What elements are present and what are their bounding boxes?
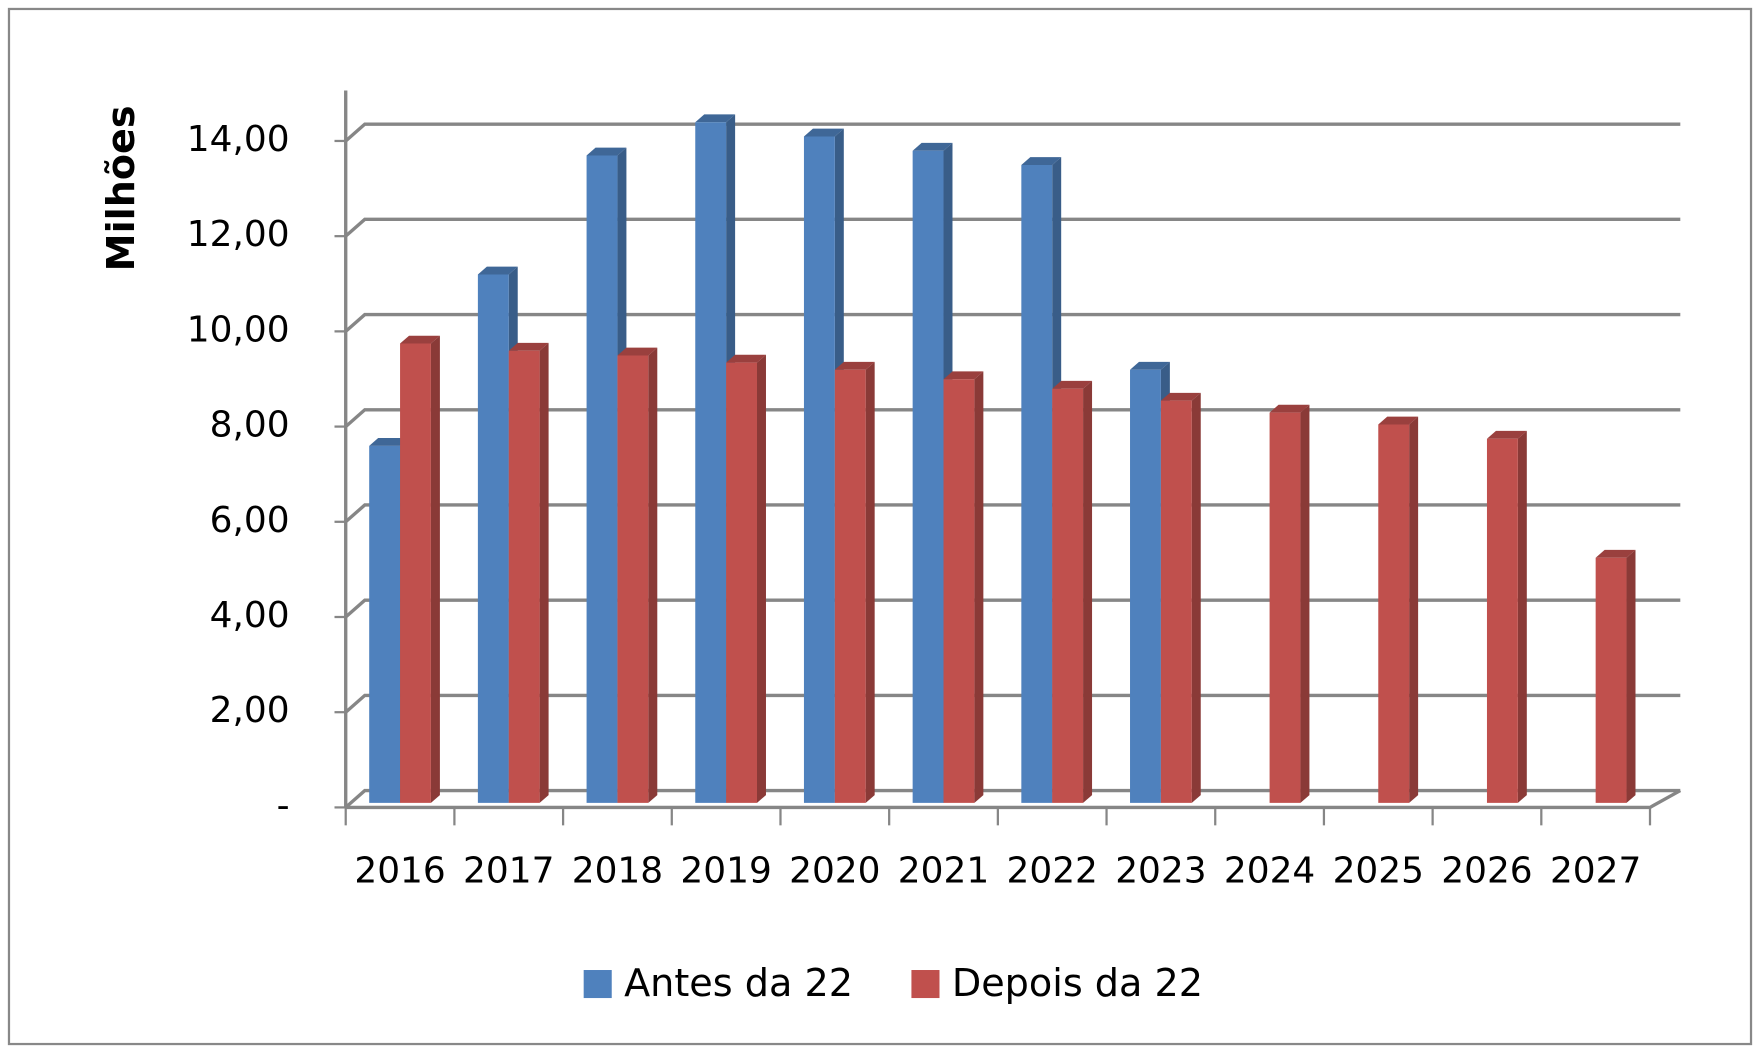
x-tick-label: 2026	[1441, 850, 1532, 891]
bar-top	[400, 335, 440, 344]
grid-line	[344, 312, 1681, 333]
bar-side	[539, 342, 549, 803]
bar-front	[369, 445, 401, 803]
legend-swatch	[911, 970, 940, 999]
bar-top	[943, 371, 984, 380]
bar-front	[1160, 400, 1192, 803]
bar-front	[943, 379, 975, 803]
bar-top	[1021, 157, 1062, 166]
bar-front	[1595, 557, 1627, 803]
x-tick-label: 2019	[680, 850, 771, 891]
bar-front	[1130, 369, 1161, 803]
x-tick-label: 2021	[898, 850, 989, 891]
bar-front	[508, 350, 540, 803]
bar-top	[586, 147, 627, 156]
bar-side	[1300, 404, 1310, 803]
x-tick-label: 2016	[354, 850, 445, 891]
chart-border	[7, 7, 1753, 1046]
x-tick-label: 2020	[789, 850, 880, 891]
bar-side	[1191, 392, 1201, 803]
bar-side	[974, 371, 984, 803]
x-tick-label: 2024	[1224, 850, 1315, 891]
grid-line	[344, 693, 1681, 714]
grid-line	[344, 598, 1681, 619]
y-tick-label: 8,00	[210, 405, 290, 446]
bar-top	[1130, 361, 1170, 370]
bar-front	[586, 155, 618, 803]
bar-top	[617, 347, 658, 356]
bar	[1052, 380, 1093, 803]
bar-side	[1517, 430, 1527, 803]
y-tick-label: 10,00	[187, 309, 290, 350]
bar-side	[648, 347, 658, 803]
x-tick-label: 2027	[1550, 850, 1641, 891]
bar-side	[1626, 549, 1636, 803]
bar-side	[1083, 380, 1093, 803]
y-tick-label: -	[277, 785, 290, 826]
x-tick-label: 2017	[463, 850, 554, 891]
bar-top	[1595, 549, 1636, 558]
bar	[400, 335, 440, 803]
bar-top	[1269, 404, 1310, 413]
grid-line	[344, 122, 1681, 143]
bar-front	[695, 122, 727, 803]
bar-side	[756, 354, 766, 803]
bar	[508, 342, 549, 803]
bar-front	[1486, 438, 1518, 803]
bar-top	[834, 361, 875, 370]
bar-side	[430, 335, 440, 803]
bar-top	[912, 142, 953, 151]
x-tick-label: 2023	[1115, 850, 1206, 891]
bar	[726, 354, 766, 803]
bar	[1269, 404, 1310, 803]
bar-top	[477, 266, 518, 275]
bar	[617, 347, 658, 803]
y-tick-label: 2,00	[210, 690, 290, 731]
grid-line	[344, 217, 1681, 238]
bar-side	[1409, 416, 1419, 803]
grid-line	[344, 503, 1681, 524]
y-tick-label: 4,00	[210, 595, 290, 636]
legend-swatch	[583, 970, 612, 999]
bar-front	[1052, 388, 1084, 803]
y-tick-label: 6,00	[210, 500, 290, 541]
bar-top	[726, 354, 766, 363]
bar-top	[695, 114, 736, 123]
bar-top	[369, 438, 410, 446]
legend-label: Antes da 22	[624, 961, 853, 1005]
bar-front	[726, 362, 757, 803]
bar-top	[508, 342, 549, 351]
bar	[943, 371, 984, 803]
bar	[1486, 430, 1527, 803]
bar	[834, 361, 875, 803]
bar-side	[865, 361, 875, 803]
bar	[1378, 416, 1419, 803]
bar-top	[1052, 380, 1093, 389]
bar-front	[1378, 424, 1410, 803]
bar-front	[803, 136, 835, 803]
bar-front	[1021, 165, 1053, 803]
bar-top	[803, 128, 844, 137]
bar-front	[1269, 412, 1301, 803]
y-tick-label: 14,00	[187, 119, 290, 160]
y-tick-label: 12,00	[187, 214, 290, 255]
x-tick-label: 2025	[1333, 850, 1424, 891]
y-axis-label: Milhões	[99, 105, 143, 271]
bar-top	[1486, 430, 1527, 439]
bar-front	[400, 343, 431, 803]
bar-front	[912, 150, 944, 803]
bar	[1595, 549, 1636, 803]
legend-label: Depois da 22	[952, 961, 1203, 1005]
grid-line	[344, 408, 1681, 428]
bar-top	[1160, 392, 1201, 401]
bar-front	[834, 369, 866, 803]
x-tick-label: 2022	[1007, 850, 1098, 891]
bar-front	[477, 274, 509, 803]
bar-front	[617, 355, 649, 803]
x-tick-label: 2018	[572, 850, 663, 891]
bar-top	[1378, 416, 1419, 425]
bar	[1160, 392, 1201, 803]
grid-line	[344, 788, 1681, 809]
